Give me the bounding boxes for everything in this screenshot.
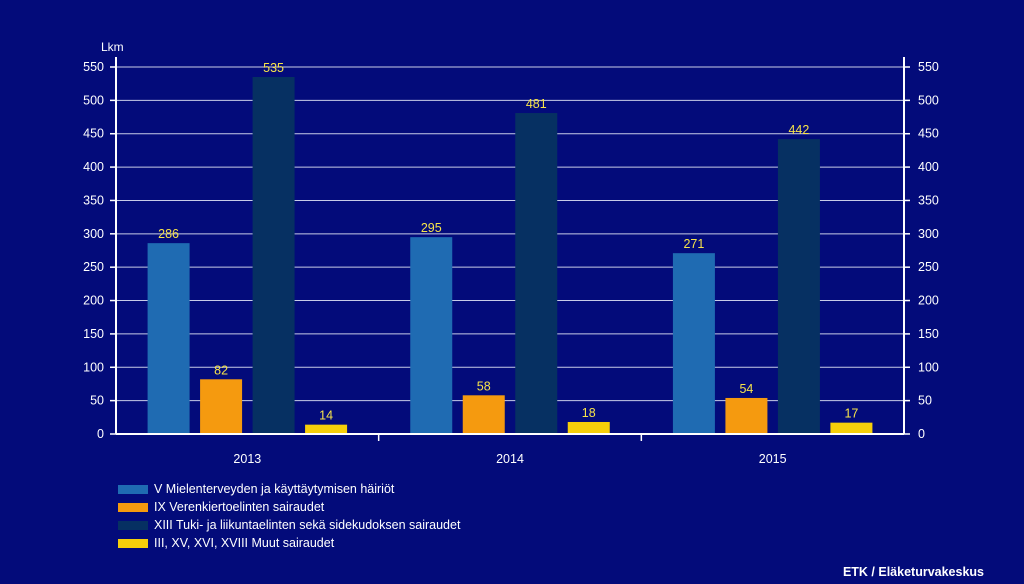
y-tick-label-right: 100 bbox=[918, 360, 939, 374]
y-tick-label-right: 150 bbox=[918, 327, 939, 341]
legend-label: IX Verenkiertoelinten sairaudet bbox=[154, 500, 325, 514]
bar bbox=[462, 395, 505, 434]
y-tick-label-right: 300 bbox=[918, 227, 939, 241]
data-label: 17 bbox=[844, 407, 858, 421]
bar bbox=[147, 243, 190, 434]
source-credit: ETK / Eläketurvakeskus bbox=[842, 565, 984, 579]
data-label: 14 bbox=[319, 409, 333, 423]
y-tick-label-right: 550 bbox=[918, 60, 939, 74]
data-label: 481 bbox=[526, 97, 547, 111]
legend-swatch bbox=[118, 502, 148, 512]
legend-item: III, XV, XVI, XVIII Muut sairaudet bbox=[118, 534, 460, 552]
y-tick-label-right: 50 bbox=[918, 394, 932, 408]
bar bbox=[672, 253, 715, 434]
y-tick-label-right: 400 bbox=[918, 160, 939, 174]
x-tick-label: 2014 bbox=[496, 452, 524, 466]
y-tick-label-right: 500 bbox=[918, 93, 939, 107]
data-label: 535 bbox=[263, 61, 284, 75]
y-tick-label-right: 450 bbox=[918, 127, 939, 141]
legend-swatch bbox=[118, 538, 148, 548]
axes: 0 0 50 50 100 100 150 150 200 200 250 250 300 300 350 3… bbox=[83, 57, 939, 466]
bar bbox=[515, 113, 558, 435]
data-label: 442 bbox=[788, 123, 809, 137]
legend-label: XIII Tuki- ja liikuntaelinten sekä sidek… bbox=[154, 518, 461, 532]
bar bbox=[305, 424, 348, 434]
legend: V Mielenterveyden ja käyttäytymisen häir… bbox=[118, 480, 460, 552]
bar bbox=[200, 379, 243, 434]
data-label: 82 bbox=[214, 363, 228, 377]
y-tick-label: 50 bbox=[90, 394, 104, 408]
bar bbox=[777, 139, 820, 434]
data-label: 286 bbox=[158, 227, 179, 241]
data-label: 18 bbox=[582, 406, 596, 420]
legend-label: V Mielenterveyden ja käyttäytymisen häir… bbox=[154, 482, 395, 496]
legend-item: V Mielenterveyden ja käyttäytymisen häir… bbox=[118, 480, 460, 498]
y-axis-label: Lkm bbox=[101, 40, 124, 54]
legend-item: XIII Tuki- ja liikuntaelinten sekä sidek… bbox=[118, 516, 460, 534]
x-tick-label: 2013 bbox=[233, 452, 261, 466]
y-tick-label-right: 0 bbox=[918, 427, 925, 441]
y-tick-label: 300 bbox=[83, 227, 104, 241]
data-label: 271 bbox=[683, 237, 704, 251]
y-tick-label: 0 bbox=[97, 427, 104, 441]
y-tick-label: 450 bbox=[83, 127, 104, 141]
data-labels: 286 82 535 14 295 58 481 18 271 54 442 17 bbox=[158, 61, 858, 423]
y-tick-label-right: 350 bbox=[918, 193, 939, 207]
gridlines bbox=[116, 66, 904, 402]
y-tick-label: 200 bbox=[83, 294, 104, 308]
data-label: 295 bbox=[421, 221, 442, 235]
data-label: 58 bbox=[477, 379, 491, 393]
legend-swatch bbox=[118, 484, 148, 494]
y-tick-label: 400 bbox=[83, 160, 104, 174]
y-tick-label-right: 200 bbox=[918, 294, 939, 308]
bar bbox=[725, 397, 768, 434]
bars bbox=[147, 77, 873, 435]
data-label: 54 bbox=[739, 382, 753, 396]
y-tick-label: 100 bbox=[83, 360, 104, 374]
x-tick-label: 2015 bbox=[759, 452, 787, 466]
bar bbox=[830, 422, 873, 434]
bar bbox=[252, 77, 295, 434]
y-tick-label: 500 bbox=[83, 93, 104, 107]
y-tick-label: 250 bbox=[83, 260, 104, 274]
legend-swatch bbox=[118, 520, 148, 530]
bar bbox=[410, 237, 453, 434]
y-tick-label-right: 250 bbox=[918, 260, 939, 274]
y-tick-label: 150 bbox=[83, 327, 104, 341]
y-tick-label: 350 bbox=[83, 193, 104, 207]
y-tick-label: 550 bbox=[83, 60, 104, 74]
legend-item: IX Verenkiertoelinten sairaudet bbox=[118, 498, 460, 516]
legend-label: III, XV, XVI, XVIII Muut sairaudet bbox=[154, 536, 335, 550]
bar bbox=[567, 421, 610, 434]
